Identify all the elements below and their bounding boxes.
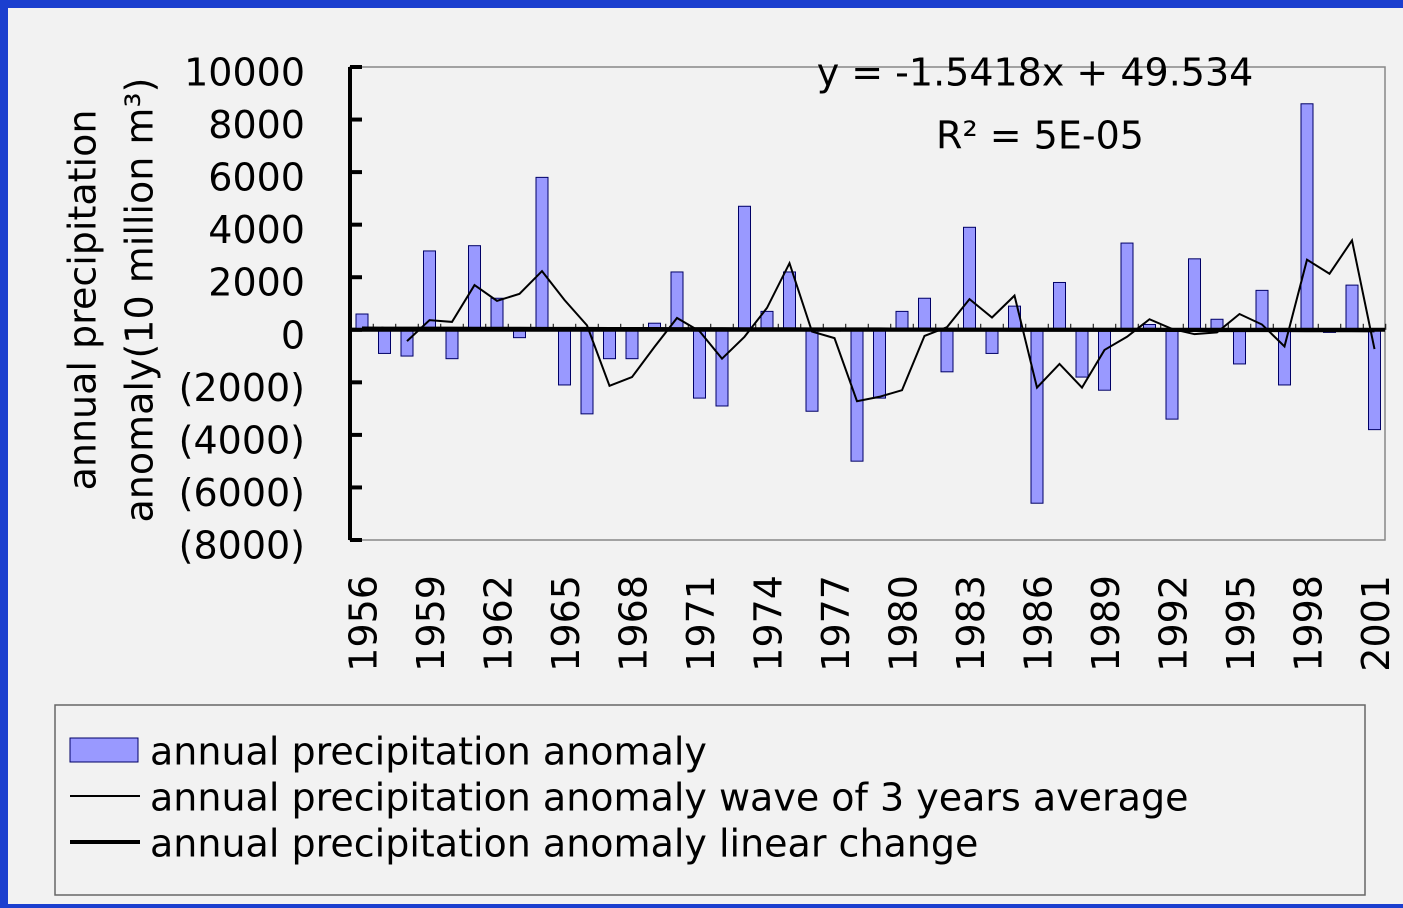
- bar: [580, 329, 594, 415]
- y-tick-label: 6000: [208, 156, 305, 200]
- bar: [1188, 258, 1201, 331]
- bar: [423, 250, 436, 331]
- x-tick-label: 1968: [612, 575, 656, 672]
- bar: [558, 329, 571, 386]
- y-axis-label: annual precipitation: [61, 110, 105, 491]
- y-tick-label: 0: [281, 313, 305, 357]
- bar: [1300, 103, 1314, 331]
- bar: [693, 329, 706, 399]
- x-tick-label: 1974: [747, 575, 791, 672]
- bar: [378, 329, 391, 354]
- bar: [445, 329, 459, 360]
- bar: [805, 329, 819, 412]
- x-tick-label: 1983: [949, 575, 993, 672]
- bar: [873, 329, 886, 399]
- trend-equation: y = -1.5418x + 49.534: [817, 51, 1254, 95]
- bar: [1053, 281, 1066, 331]
- bar: [850, 329, 864, 462]
- bar: [918, 297, 931, 331]
- bar: [1345, 284, 1359, 331]
- y-tick-label: (6000): [179, 471, 305, 515]
- legend-swatch: [69, 737, 139, 763]
- y-tick-label: (4000): [179, 418, 305, 462]
- x-tick-label: 1995: [1219, 575, 1263, 672]
- x-tick-label: 2001: [1354, 575, 1398, 672]
- x-tick-label: 1977: [814, 575, 858, 672]
- bar: [1030, 329, 1044, 504]
- legend-label: annual precipitation anomaly: [150, 730, 707, 774]
- legend-label: annual precipitation anomaly linear chan…: [150, 822, 978, 866]
- line: [406, 237, 1376, 403]
- bar: [738, 205, 751, 331]
- y-tick-label: 10000: [184, 51, 305, 95]
- y-tick-label: 8000: [208, 103, 305, 147]
- bar: [940, 329, 954, 373]
- background: [8, 8, 1403, 904]
- bar: [963, 226, 976, 331]
- r-squared: R² = 5E-05: [936, 114, 1144, 158]
- y-axis-label: anomaly(10 million m³): [118, 78, 162, 523]
- bar: [985, 329, 999, 354]
- bar: [625, 329, 639, 360]
- x-tick-label: 1986: [1017, 575, 1061, 672]
- bar: [400, 329, 414, 357]
- y-tick-label: (8000): [179, 524, 305, 568]
- line: [361, 326, 1375, 333]
- bar: [1098, 329, 1111, 391]
- y-tick-label: 4000: [208, 208, 305, 252]
- x-tick-label: 1965: [544, 575, 588, 672]
- bar: [895, 310, 909, 331]
- bar: [603, 329, 616, 360]
- bar: [490, 297, 504, 331]
- x-tick-label: 1956: [342, 575, 386, 672]
- bar: [783, 271, 796, 331]
- legend-label: annual precipitation anomaly wave of 3 y…: [150, 776, 1188, 820]
- x-tick-label: 1992: [1152, 575, 1196, 672]
- bar: [1120, 242, 1134, 331]
- x-tick-label: 1989: [1084, 575, 1128, 672]
- bar: [1165, 329, 1179, 420]
- y-tick-label: 2000: [208, 261, 305, 305]
- y-tick-label: (2000): [179, 366, 305, 410]
- bar: [1233, 329, 1246, 365]
- x-tick-label: 1980: [882, 575, 926, 672]
- x-tick-label: 1971: [679, 575, 723, 672]
- legend-box: [54, 704, 1366, 896]
- bar: [1075, 329, 1089, 378]
- bar: [535, 176, 549, 331]
- bar: [1278, 329, 1291, 386]
- bar: [715, 329, 729, 407]
- x-tick-label: 1962: [477, 575, 521, 672]
- x-tick-label: 1998: [1287, 575, 1331, 672]
- x-tick-label: 1959: [409, 575, 453, 672]
